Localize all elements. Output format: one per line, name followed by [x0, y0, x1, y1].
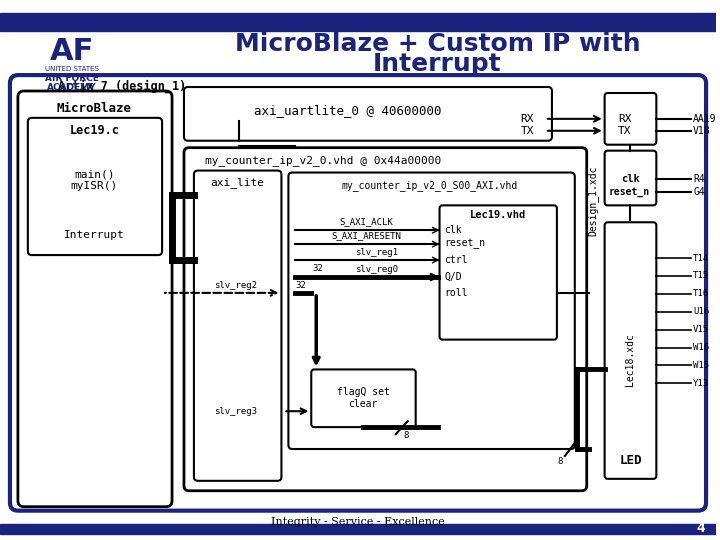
Text: Interrupt: Interrupt	[373, 52, 502, 76]
Text: S_AXI_ARESETN: S_AXI_ARESETN	[331, 231, 401, 240]
Text: UNITED STATES: UNITED STATES	[45, 66, 99, 72]
Text: my_counter_ip_v2_0_S00_AXI.vhd: my_counter_ip_v2_0_S00_AXI.vhd	[341, 180, 518, 191]
Text: axi_uartlite_0 @ 40600000: axi_uartlite_0 @ 40600000	[254, 104, 442, 117]
Text: RX: RX	[618, 114, 631, 124]
Text: 32: 32	[295, 281, 306, 290]
Bar	[0, 14, 716, 31]
Text: TX: TX	[521, 126, 534, 136]
Text: reset_n: reset_n	[444, 239, 486, 249]
Text: ACADEMY: ACADEMY	[47, 83, 96, 91]
Text: Artix 7 (design_1): Artix 7 (design_1)	[58, 79, 186, 93]
Text: flagQ set
clear: flagQ set clear	[336, 388, 390, 409]
Text: W16: W16	[693, 343, 709, 352]
FancyBboxPatch shape	[18, 91, 172, 507]
Text: Lec19.c: Lec19.c	[70, 124, 120, 137]
Text: Integrity - Service - Excellence: Integrity - Service - Excellence	[271, 517, 445, 526]
Text: main()
myISR(): main() myISR()	[71, 170, 118, 191]
Text: ctrl: ctrl	[444, 255, 468, 265]
Text: Design_1.xdc: Design_1.xdc	[588, 165, 598, 235]
Text: U16: U16	[693, 307, 709, 316]
Text: G4: G4	[693, 187, 705, 198]
Text: RX: RX	[521, 114, 534, 124]
Text: R4: R4	[693, 173, 705, 184]
Text: roll: roll	[444, 288, 468, 298]
FancyBboxPatch shape	[10, 75, 706, 511]
Text: my_counter_ip_v2_0.vhd @ 0x44a00000: my_counter_ip_v2_0.vhd @ 0x44a00000	[205, 155, 441, 166]
Text: axi_lite: axi_lite	[211, 177, 265, 188]
Text: AA19: AA19	[693, 114, 716, 124]
Text: reset_n: reset_n	[608, 187, 649, 198]
FancyBboxPatch shape	[184, 87, 552, 141]
FancyBboxPatch shape	[194, 171, 282, 481]
Text: 4: 4	[697, 522, 706, 535]
FancyBboxPatch shape	[289, 173, 575, 449]
Text: AF: AF	[50, 37, 94, 66]
Text: 8: 8	[557, 457, 562, 466]
Text: T14: T14	[693, 254, 709, 262]
Bar	[0, 524, 716, 534]
Text: clk: clk	[444, 225, 462, 235]
Text: Lec19.vhd: Lec19.vhd	[470, 210, 526, 220]
FancyBboxPatch shape	[439, 205, 557, 340]
Text: V18: V18	[693, 126, 711, 136]
FancyBboxPatch shape	[184, 147, 587, 491]
Text: AIR FORCE: AIR FORCE	[45, 73, 99, 83]
Text: slv_reg1: slv_reg1	[355, 248, 397, 257]
Text: Y13: Y13	[693, 379, 709, 388]
Text: MicroBlaze + Custom IP with: MicroBlaze + Custom IP with	[235, 32, 640, 56]
Text: slv_reg2: slv_reg2	[214, 281, 257, 290]
Text: T16: T16	[693, 289, 709, 299]
Text: slv_reg0: slv_reg0	[355, 265, 397, 274]
Text: Lec18.xdc: Lec18.xdc	[626, 333, 636, 386]
Text: 8: 8	[403, 431, 408, 440]
FancyBboxPatch shape	[605, 93, 657, 145]
Text: T15: T15	[693, 272, 709, 280]
FancyBboxPatch shape	[28, 118, 162, 255]
FancyBboxPatch shape	[605, 222, 657, 479]
Text: Q/D: Q/D	[444, 272, 462, 282]
FancyBboxPatch shape	[605, 151, 657, 205]
Text: clk: clk	[621, 173, 640, 184]
Text: W15: W15	[693, 361, 709, 370]
Text: Interrupt: Interrupt	[64, 230, 125, 240]
Text: MicroBlaze: MicroBlaze	[57, 103, 132, 116]
Text: slv_reg3: slv_reg3	[214, 407, 257, 416]
Text: TX: TX	[618, 126, 631, 136]
Text: V15: V15	[693, 325, 709, 334]
Text: LED: LED	[619, 455, 642, 468]
Text: 32: 32	[313, 264, 323, 273]
Text: S_AXI_ACLK: S_AXI_ACLK	[339, 217, 393, 226]
FancyBboxPatch shape	[311, 369, 415, 427]
